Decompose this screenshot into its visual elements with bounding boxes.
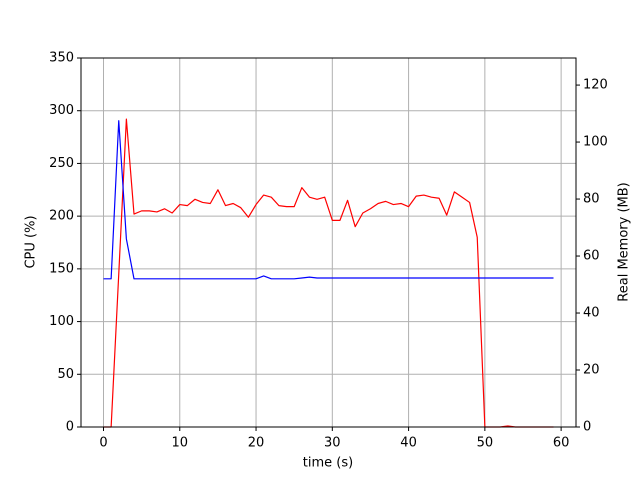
x-axis-label: time (s) [303, 456, 353, 471]
y-tick-label: 50 [57, 367, 74, 382]
grid [81, 57, 576, 428]
y2-tick-label: 0 [583, 420, 591, 435]
x-tick-label: 30 [324, 436, 341, 451]
x-tick-label: 0 [99, 436, 107, 451]
y2-axis-label: Real Memory (MB) [617, 182, 632, 301]
y-tick-label: 300 [49, 103, 74, 118]
data-line [103, 118, 554, 428]
y2-tick-label: 60 [583, 249, 600, 264]
y2-tick-label: 100 [583, 135, 608, 150]
x-tick-label: 20 [248, 436, 265, 451]
x-tick-label: 50 [477, 436, 494, 451]
data-line [103, 120, 554, 280]
x-tick-label: 40 [400, 436, 417, 451]
x-tick-label: 10 [171, 436, 188, 451]
y-tick-label: 350 [49, 51, 74, 66]
axes-frame [80, 57, 577, 428]
y2-tick-label: 80 [583, 192, 600, 207]
y-tick-label: 100 [49, 314, 74, 329]
y-tick-label: 150 [49, 261, 74, 276]
y-axis-label: CPU (%) [24, 215, 39, 268]
y2-tick-label: 120 [583, 78, 608, 93]
x-tick-label: 60 [553, 436, 570, 451]
y-tick-label: 200 [49, 209, 74, 224]
plot-area [103, 118, 554, 428]
y2-tick-label: 20 [583, 363, 600, 378]
y-tick-label: 250 [49, 156, 74, 171]
y2-tick-label: 40 [583, 306, 600, 321]
y-tick-label: 0 [66, 420, 74, 435]
